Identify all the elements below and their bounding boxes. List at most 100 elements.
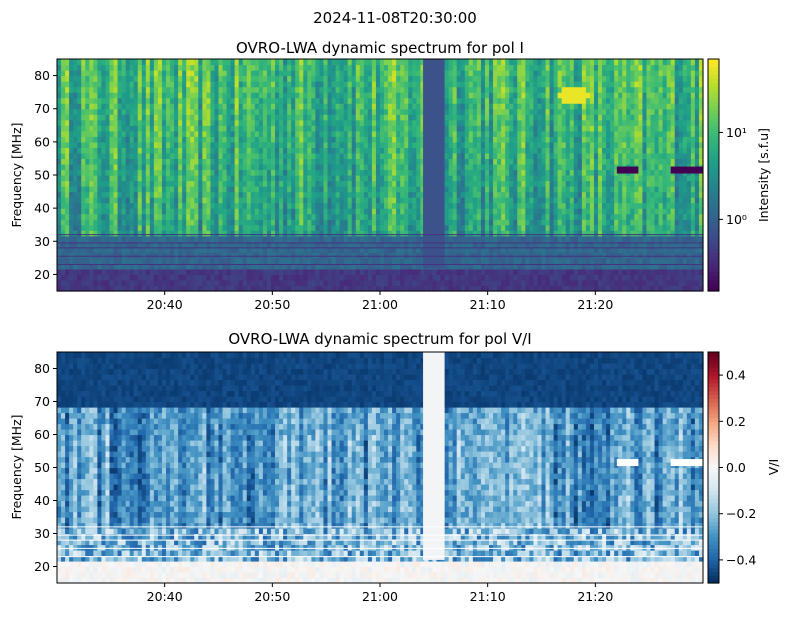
heatmap-cell: [315, 70, 321, 77]
heatmap-cell: [161, 136, 167, 143]
heatmap-cell: [157, 252, 163, 259]
heatmap-cell: [202, 163, 207, 171]
heatmap-cell: [206, 263, 212, 270]
heatmap-cell: [202, 158, 207, 165]
heatmap-cell: [149, 241, 155, 248]
heatmap-cell: [489, 108, 494, 115]
heatmap-cell: [81, 257, 86, 264]
heatmap-cell: [464, 92, 470, 99]
heatmap-cell: [125, 163, 131, 171]
heatmap-cell: [97, 241, 103, 248]
heatmap-cell: [480, 235, 486, 242]
heatmap-cell: [101, 263, 107, 270]
heatmap-cell: [133, 147, 139, 154]
heatmap-cell: [311, 219, 316, 226]
heatmap-cell: [254, 175, 260, 182]
heatmap-cell: [525, 147, 530, 154]
heatmap-cell: [291, 186, 296, 193]
heatmap-cell: [347, 235, 353, 242]
heatmap-cell: [501, 163, 506, 171]
heatmap-cell: [101, 202, 107, 209]
heatmap-cell: [279, 263, 284, 270]
heatmap-cell: [178, 186, 183, 193]
heatmap-cell: [266, 191, 272, 198]
heatmap-cell: [254, 285, 260, 292]
heatmap-cell: [113, 213, 119, 220]
heatmap-cell: [388, 202, 393, 209]
heatmap-cell: [299, 141, 304, 148]
heatmap-cell: [97, 257, 103, 264]
heatmap-cell: [323, 158, 329, 165]
heatmap-cell: [513, 241, 518, 248]
heatmap-cell: [246, 197, 252, 204]
heatmap-cell: [238, 81, 244, 88]
heatmap-cell: [319, 114, 325, 121]
heatmap-cell: [315, 224, 321, 231]
heatmap-cell: [194, 252, 199, 259]
heatmap-cell: [464, 252, 470, 259]
heatmap-cell: [468, 230, 474, 237]
heatmap-cell: [166, 257, 171, 264]
heatmap-cell: [113, 279, 119, 287]
heatmap-cell: [493, 257, 498, 264]
heatmap-cell: [153, 213, 159, 220]
heatmap-cell: [129, 219, 135, 226]
heatmap-cell: [343, 136, 349, 143]
heatmap-cell: [533, 92, 539, 99]
heatmap-cell: [392, 130, 397, 137]
heatmap-cell: [81, 268, 86, 276]
heatmap-cell: [505, 279, 510, 287]
heatmap-cell: [57, 202, 62, 209]
heatmap-cell: [186, 219, 191, 226]
heatmap-cell: [351, 92, 357, 99]
heatmap-cell: [258, 208, 264, 215]
heatmap-cell: [525, 108, 530, 115]
heatmap-cell: [230, 202, 236, 209]
heatmap-cell: [141, 147, 147, 154]
heatmap-cell: [303, 274, 308, 281]
heatmap-cell: [396, 202, 401, 209]
heatmap-cell: [109, 169, 115, 176]
heatmap-cell: [295, 246, 300, 253]
heatmap-cell: [81, 75, 86, 82]
heatmap-cell: [347, 285, 353, 292]
heatmap-cell: [178, 103, 183, 110]
heatmap-cell: [149, 136, 155, 143]
heatmap-cell: [460, 252, 466, 259]
heatmap-cell: [448, 125, 454, 132]
heatmap-cell: [404, 136, 409, 143]
heatmap-cell: [194, 246, 199, 253]
heatmap-cell: [319, 186, 325, 193]
heatmap-cell: [206, 202, 212, 209]
heatmap-cell: [149, 103, 155, 110]
heatmap-cell: [371, 213, 377, 220]
heatmap-cell: [65, 152, 70, 160]
heatmap-cell: [392, 191, 397, 198]
heatmap-cell: [262, 130, 268, 137]
heatmap-cell: [448, 70, 454, 77]
heatmap-cell: [210, 279, 216, 287]
heatmap-cell: [311, 285, 316, 292]
heatmap-cell: [85, 136, 90, 143]
heatmap-cell: [400, 86, 405, 93]
heatmap-cell: [266, 246, 272, 253]
heatmap-cell: [222, 70, 228, 77]
heatmap-cell: [513, 191, 518, 198]
heatmap-cell: [266, 224, 272, 231]
heatmap-cell: [501, 208, 506, 215]
heatmap-cell: [371, 224, 377, 231]
heatmap-cell: [145, 274, 151, 281]
heatmap-cell: [331, 141, 337, 148]
heatmap-cell: [222, 75, 228, 82]
heatmap-cell: [420, 130, 426, 137]
heatmap-cell: [125, 169, 131, 176]
heatmap-cell: [266, 197, 272, 204]
heatmap-cell: [505, 169, 510, 176]
heatmap-cell: [174, 92, 179, 99]
heatmap-cell: [246, 263, 252, 270]
heatmap-cell: [77, 64, 82, 71]
heatmap-cell: [145, 285, 151, 292]
heatmap-cell: [291, 285, 296, 292]
heatmap-cell: [452, 213, 458, 220]
heatmap-cell: [190, 125, 195, 132]
